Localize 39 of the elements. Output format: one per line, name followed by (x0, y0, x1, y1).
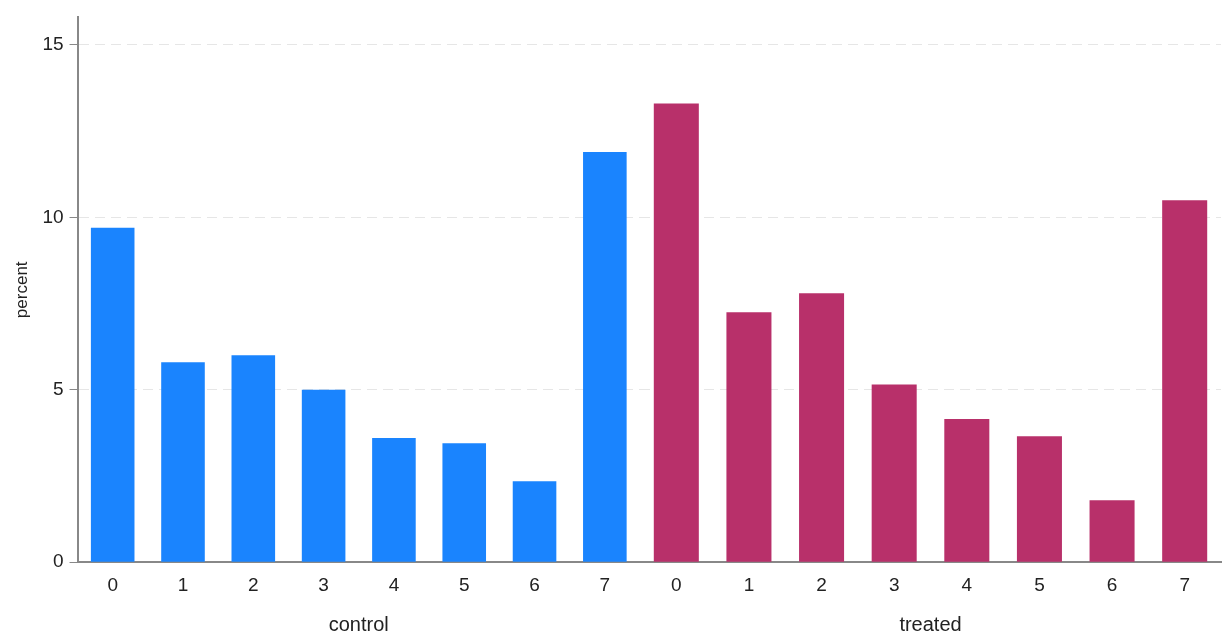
x-tick-label: 2 (248, 573, 259, 595)
x-tick-label: 5 (458, 573, 470, 595)
y-tick-label: 15 (42, 33, 64, 55)
bar (1016, 436, 1062, 562)
bar (512, 481, 557, 562)
bar (372, 438, 416, 562)
x-tick-label: 6 (529, 573, 540, 595)
bar (301, 389, 346, 562)
bar (944, 419, 990, 562)
y-tick-label: 0 (52, 550, 64, 572)
x-tick-label: 6 (1106, 573, 1118, 595)
bar (1089, 500, 1135, 562)
bar (653, 103, 699, 562)
y-axis-title: percent (11, 261, 31, 319)
x-tick-label: 4 (388, 573, 400, 595)
x-tick-label: 0 (671, 573, 682, 595)
x-tick-label: 1 (177, 573, 189, 595)
bar (1162, 200, 1208, 562)
bar (90, 227, 135, 562)
x-tick-label: 3 (888, 573, 900, 595)
x-tick-label: 4 (961, 573, 973, 595)
x-axis-title: treated (899, 612, 962, 635)
x-tick-label: 3 (318, 573, 329, 595)
x-tick-label: 7 (599, 573, 611, 595)
x-tick-label: 0 (107, 573, 118, 595)
bar (231, 355, 276, 562)
y-tick-label: 5 (52, 378, 64, 400)
x-tick-label: 7 (1179, 573, 1190, 595)
x-tick-label: 2 (816, 573, 827, 595)
bar (799, 293, 845, 562)
y-tick-label: 10 (42, 205, 64, 227)
bar (583, 151, 627, 562)
x-axis-title: control (328, 612, 389, 635)
x-tick-label: 5 (1034, 573, 1045, 595)
bar (161, 362, 205, 562)
bar (871, 384, 917, 562)
bar (726, 312, 772, 562)
x-tick-label: 1 (743, 573, 755, 595)
bar (442, 443, 487, 562)
